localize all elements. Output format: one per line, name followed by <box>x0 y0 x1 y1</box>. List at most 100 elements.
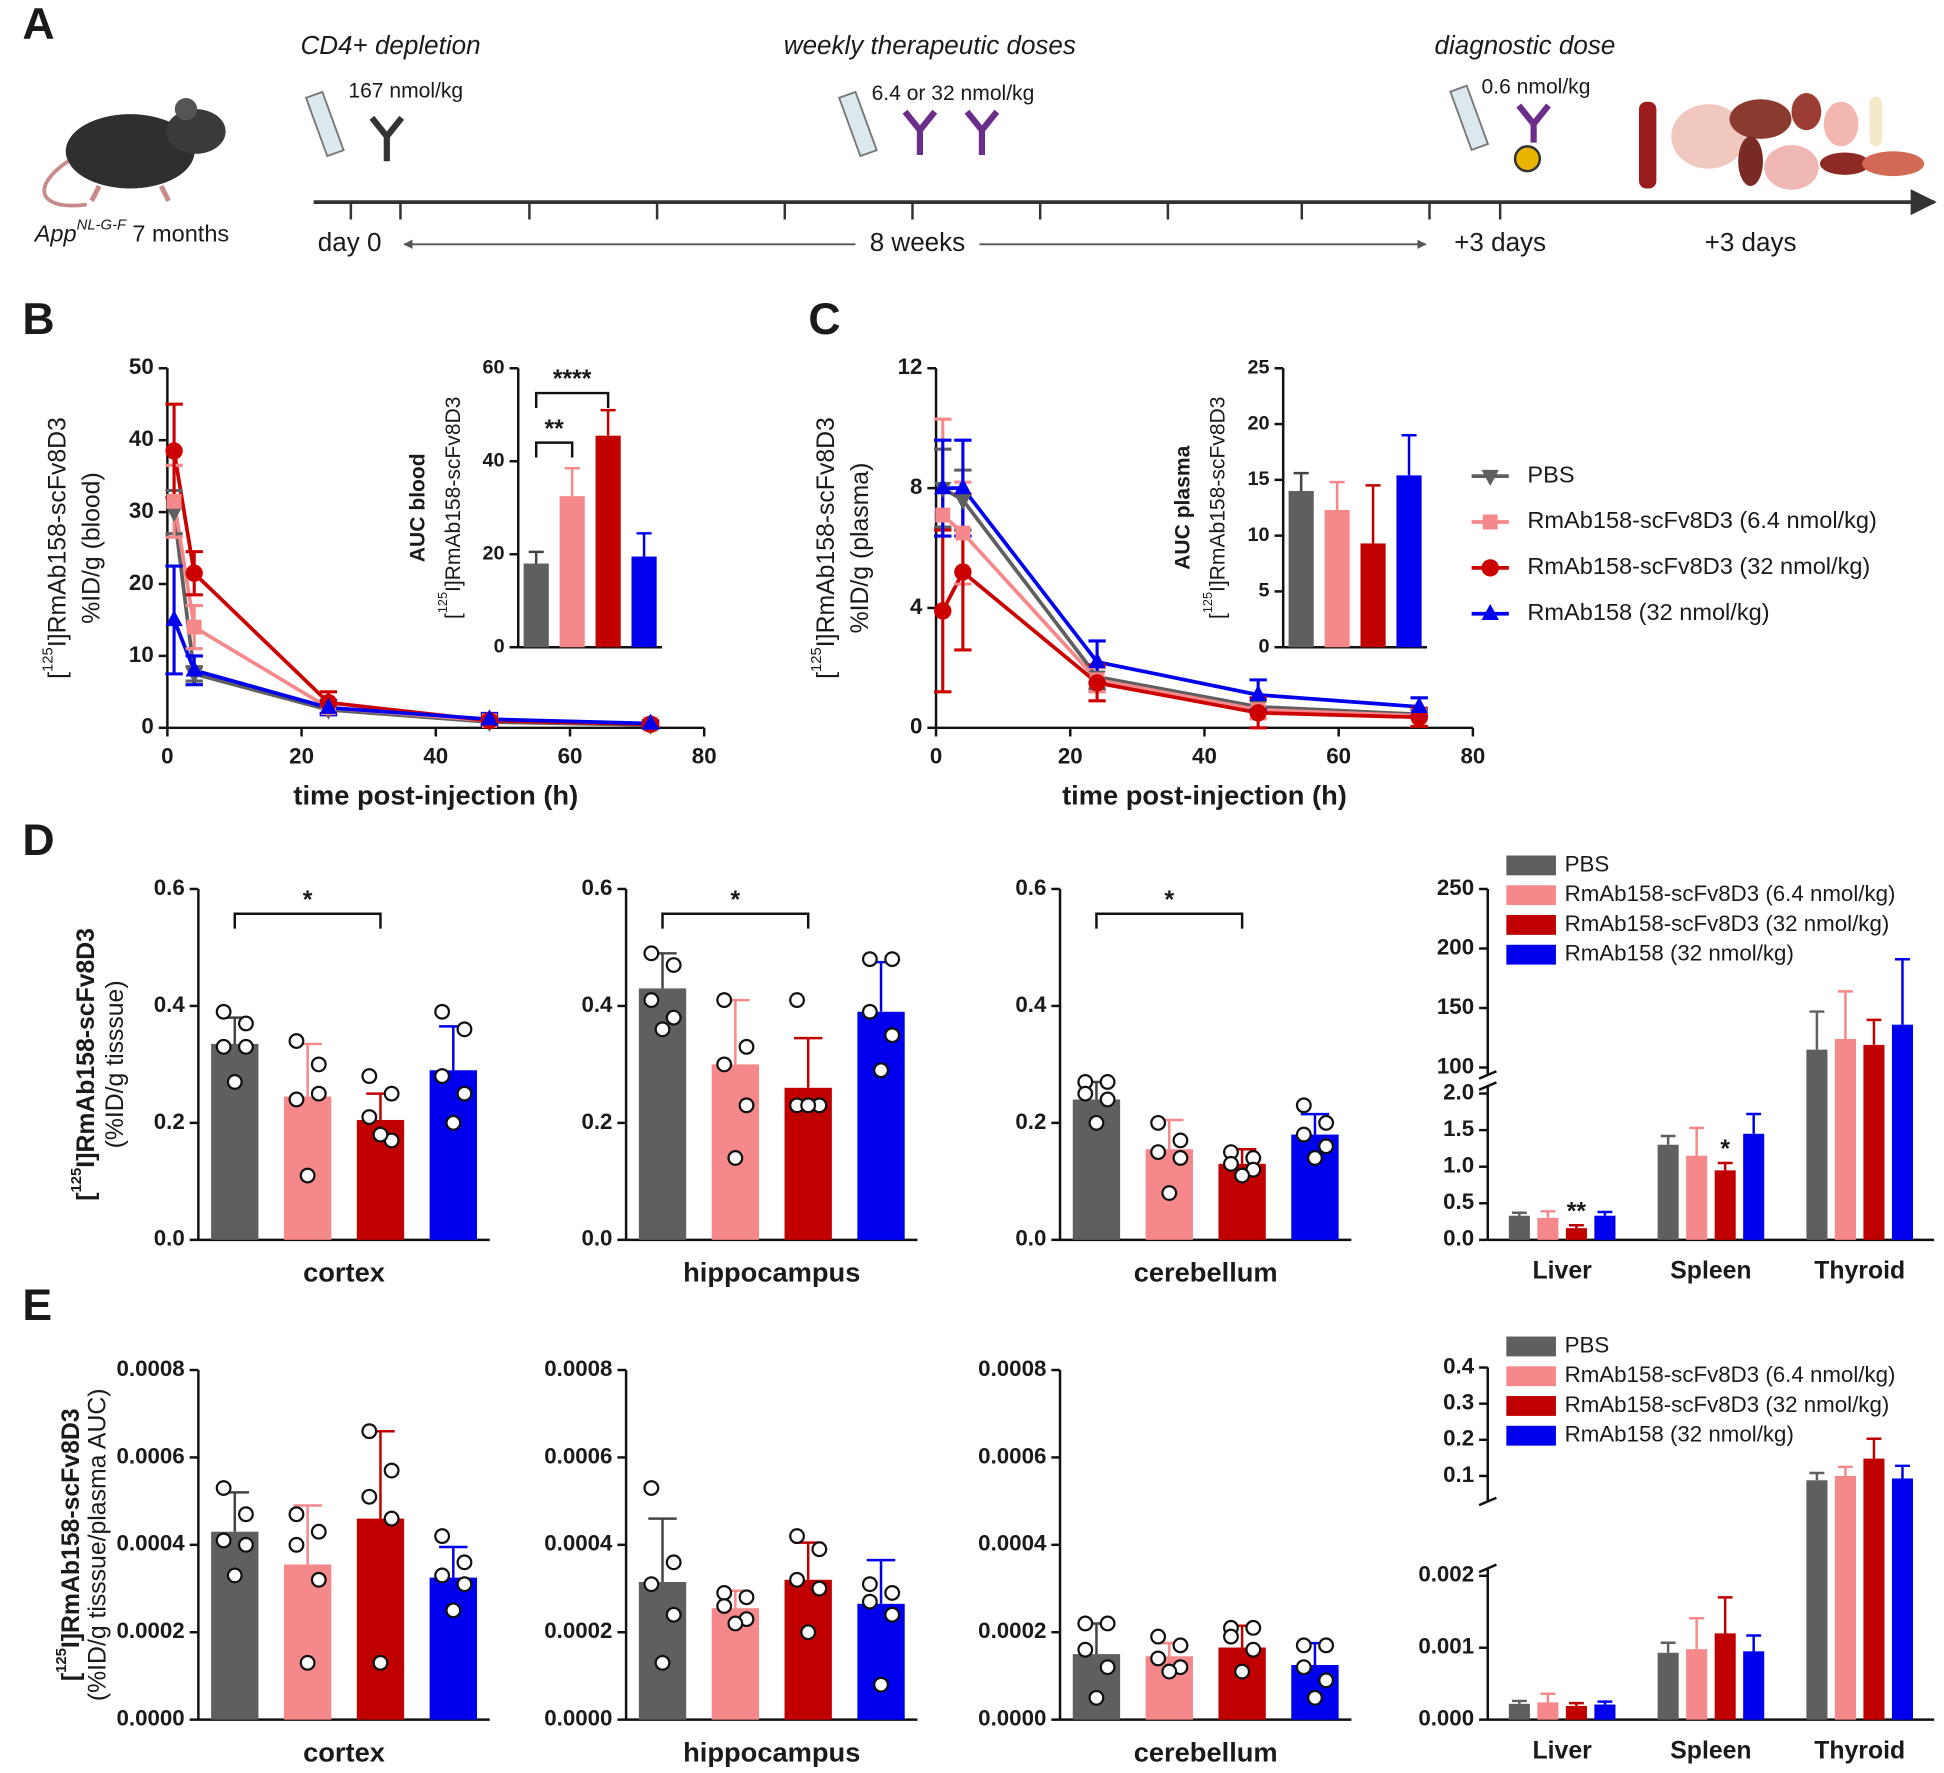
y-tick-label: 0.0006 <box>544 1443 612 1468</box>
y-axis-label-part: I]RmAb158-scFv8D3 <box>1206 397 1229 592</box>
significance-label: **** <box>553 366 592 393</box>
data-point <box>215 1038 232 1055</box>
y-tick-label: 5 <box>1259 580 1270 602</box>
y-axis-label-sup: 125 <box>69 1168 85 1193</box>
y-axis-label: [125I]RmAb158-scFv8D3 <box>436 397 464 619</box>
data-point <box>884 951 901 968</box>
error-bar <box>1809 1471 1825 1481</box>
y-tick-label: 0.0004 <box>978 1531 1047 1556</box>
x-tick-label: 0 <box>930 743 942 768</box>
y-tick-label: 60 <box>483 356 505 378</box>
data-point <box>1318 1114 1335 1131</box>
y-tick-label: 0.5 <box>1443 1189 1474 1214</box>
antibody-icons <box>369 103 1551 173</box>
timeline-ticks <box>349 202 1502 220</box>
y-axis-label-sup: 125 <box>54 1648 70 1673</box>
data-point <box>789 992 805 1009</box>
significance-label: * <box>1720 1136 1730 1163</box>
error-bar <box>528 550 544 564</box>
data-point <box>215 1003 232 1020</box>
x-tick-label: Spleen <box>1670 1737 1751 1764</box>
data-point <box>1161 1663 1178 1680</box>
error-bar <box>1866 1437 1882 1459</box>
y-tick-label: 8 <box>910 474 922 499</box>
data-point <box>935 507 951 523</box>
step-label: diagnostic dose <box>1435 30 1616 60</box>
bar <box>211 1531 259 1720</box>
legend-label: RmAb158-scFv8D3 (32 nmol/kg) <box>1565 911 1890 936</box>
y-tick-label: 20 <box>1247 412 1269 434</box>
y-tick-label: 20 <box>483 542 505 564</box>
data-point <box>789 1528 805 1545</box>
data-point <box>1150 1114 1167 1131</box>
x-tick-label: Liver <box>1533 1737 1593 1764</box>
axis-break <box>1478 1070 1497 1080</box>
data-point <box>800 1097 817 1114</box>
y-axis-label: (%ID/g tisssue/plasma AUC) <box>85 1389 112 1702</box>
data-point <box>1307 1689 1323 1706</box>
timeline-label: day 0 <box>318 227 382 257</box>
y-tick-label: 15 <box>1247 468 1269 490</box>
bar <box>1891 1478 1914 1720</box>
data-point <box>1234 1167 1251 1184</box>
error-bar <box>1837 990 1853 1039</box>
y-tick-label: 0.0000 <box>978 1706 1046 1731</box>
data-point <box>1318 1672 1335 1689</box>
y-axis-label: [125I]RmAb158-scFv8D3 <box>1201 397 1229 619</box>
legend-label: PBS <box>1565 851 1610 876</box>
axis-break <box>1478 1496 1497 1507</box>
error-bar <box>1895 1464 1910 1479</box>
data-point <box>238 1038 254 1055</box>
data-point <box>434 1003 451 1020</box>
significance-bracket <box>661 912 810 929</box>
y-tick-label: 0.0002 <box>544 1618 612 1643</box>
data-point <box>434 1528 451 1545</box>
data-point <box>1088 651 1106 669</box>
data-point <box>727 1615 744 1632</box>
bar <box>1806 1480 1828 1720</box>
y-tick-label: 30 <box>129 498 154 523</box>
data-point <box>238 1536 254 1553</box>
x-axis-label: time post-injection (h) <box>1062 779 1347 810</box>
data-point <box>310 1571 327 1588</box>
data-point <box>873 1062 889 1079</box>
y-axis-label-sup: 125 <box>809 647 825 672</box>
data-point <box>955 525 971 541</box>
x-tick-label: Liver <box>1533 1258 1593 1285</box>
data-point <box>445 1602 462 1619</box>
bar <box>523 563 549 648</box>
y-tick-label: 0.0 <box>1015 1226 1046 1251</box>
data-point <box>361 1109 378 1125</box>
x-tick-label: 20 <box>289 743 314 768</box>
y-axis-label-sup: 125 <box>40 647 56 672</box>
data-point <box>861 1003 878 1020</box>
y-tick-label: 1.0 <box>1443 1153 1474 1178</box>
data-point <box>884 1027 901 1044</box>
dose-label: 6.4 or 32 nmol/kg <box>872 82 1035 105</box>
significance-bracket <box>1095 912 1244 929</box>
x-axis-label: cerebellum <box>1134 1737 1278 1768</box>
y-tick-label: 0.002 <box>1418 1562 1474 1587</box>
y-tick-label: 4 <box>910 594 923 619</box>
y-axis-label: (%ID/g tisssue) <box>102 980 129 1148</box>
error-bar <box>1689 1617 1705 1650</box>
bar <box>429 1577 477 1720</box>
data-point <box>861 951 878 968</box>
dose-label: 0.6 nmol/kg <box>1482 76 1591 99</box>
timeline-label: +3 days <box>1454 227 1546 257</box>
error-bar <box>1540 1210 1556 1218</box>
data-point <box>238 1506 254 1523</box>
error-bar <box>636 532 652 557</box>
y-axis-label-part: I]RmAb158-scFv8D3 <box>441 397 464 592</box>
bar <box>1565 1705 1587 1720</box>
data-point <box>1245 1641 1262 1658</box>
data-point <box>884 1584 901 1601</box>
x-tick-label: 80 <box>692 743 717 768</box>
data-point <box>1223 1628 1239 1645</box>
error-bar <box>1300 1112 1330 1135</box>
y-tick-label: 20 <box>129 570 154 595</box>
y-axis-label-sup: 125 <box>1201 592 1215 613</box>
bar <box>1743 1651 1765 1720</box>
x-tick-label: 20 <box>1058 743 1083 768</box>
data-point <box>1088 674 1106 692</box>
